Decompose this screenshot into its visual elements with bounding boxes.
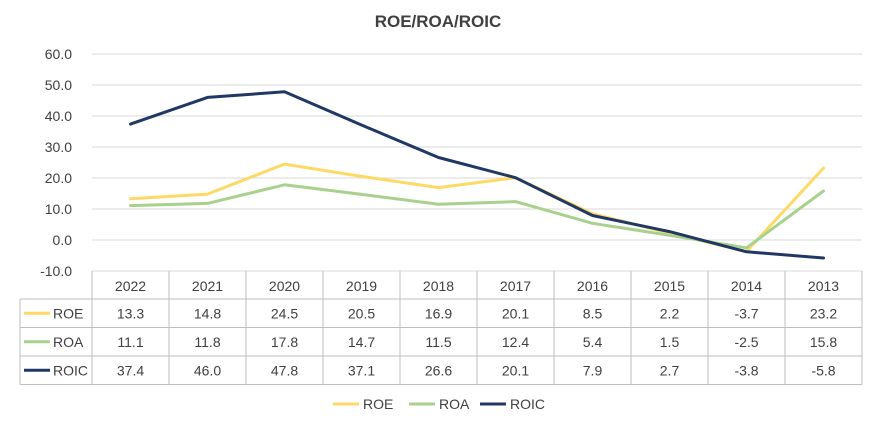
table-cell-value: 11.8	[194, 334, 220, 350]
series-line-roa	[129, 183, 825, 250]
table-cell-value: 20.5	[348, 305, 375, 321]
table-cell-value: 14.7	[348, 334, 375, 350]
table-cell-value: 23.2	[810, 305, 837, 321]
table-cell-value: 37.1	[348, 362, 375, 378]
y-axis-ticks: 60.0 50.0 40.0 30.0 20.0 10.0 0.0 -10.0	[40, 46, 72, 279]
series-line-roic	[129, 90, 825, 260]
legend: ROE ROA ROIC	[333, 396, 545, 412]
x-tick-label: 2013	[808, 278, 839, 294]
table-cell-value: 8.5	[583, 305, 603, 321]
table-cell-value: 12.4	[502, 334, 529, 350]
table-series-label: ROIC	[53, 362, 88, 378]
series-lines	[129, 90, 825, 260]
table-cell-value: 11.1	[117, 334, 143, 350]
table-cell-value: -3.8	[734, 362, 758, 378]
legend-label: ROA	[439, 396, 470, 412]
x-tick-label: 2014	[731, 278, 762, 294]
x-tick-label: 2019	[346, 278, 377, 294]
table-cell-value: 2.2	[660, 305, 680, 321]
legend-label: ROE	[363, 396, 393, 412]
x-tick-label: 2017	[500, 278, 531, 294]
table-cell-value: 16.9	[425, 305, 452, 321]
x-tick-label: 2015	[654, 278, 685, 294]
table-cell-value: 37.4	[117, 362, 144, 378]
table-cell-value: -5.8	[811, 362, 835, 378]
x-tick-label: 2022	[115, 278, 146, 294]
y-tick-label: 40.0	[45, 108, 72, 124]
x-tick-label: 2020	[269, 278, 300, 294]
table-cell-value: 24.5	[271, 305, 298, 321]
table-cell-value: 46.0	[194, 362, 221, 378]
data-table: 2022 2021 2020 2019 2018 2017 2016 2015 2014 2013…	[19, 271, 863, 385]
table-cell-value: 11.5	[425, 334, 451, 350]
series-line-roe	[129, 162, 825, 253]
table-cell-value: -3.7	[734, 305, 758, 321]
table-cell-value: 20.1	[502, 362, 529, 378]
table-series-label: ROE	[53, 305, 83, 321]
table-cell-value: 15.8	[810, 334, 837, 350]
table-series-label: ROA	[53, 334, 84, 350]
table-cell-value: 20.1	[502, 305, 529, 321]
table-cell-value: 14.8	[194, 305, 221, 321]
y-tick-label: 30.0	[45, 139, 72, 155]
x-tick-label: 2018	[423, 278, 454, 294]
table-cell-value: 47.8	[271, 362, 298, 378]
y-tick-label: 0.0	[53, 232, 73, 248]
y-tick-label: -10.0	[40, 263, 72, 279]
table-cell-value: 7.9	[583, 362, 603, 378]
table-cell-value: 2.7	[660, 362, 680, 378]
table-cell-value: 5.4	[583, 334, 603, 350]
y-tick-label: 10.0	[45, 201, 72, 217]
x-tick-label: 2021	[192, 278, 223, 294]
table-cell-value: 1.5	[660, 334, 680, 350]
chart-title: ROE/ROA/ROIC	[375, 12, 502, 31]
x-tick-label: 2016	[577, 278, 608, 294]
y-tick-label: 20.0	[45, 170, 72, 186]
gridlines	[92, 53, 862, 272]
y-tick-label: 50.0	[45, 77, 72, 93]
table-cell-value: 26.6	[425, 362, 452, 378]
table-cell-value: -2.5	[734, 334, 758, 350]
legend-label: ROIC	[510, 396, 545, 412]
table-cell-value: 13.3	[117, 305, 144, 321]
table-cell-value: 17.8	[271, 334, 298, 350]
y-tick-label: 60.0	[45, 46, 72, 62]
